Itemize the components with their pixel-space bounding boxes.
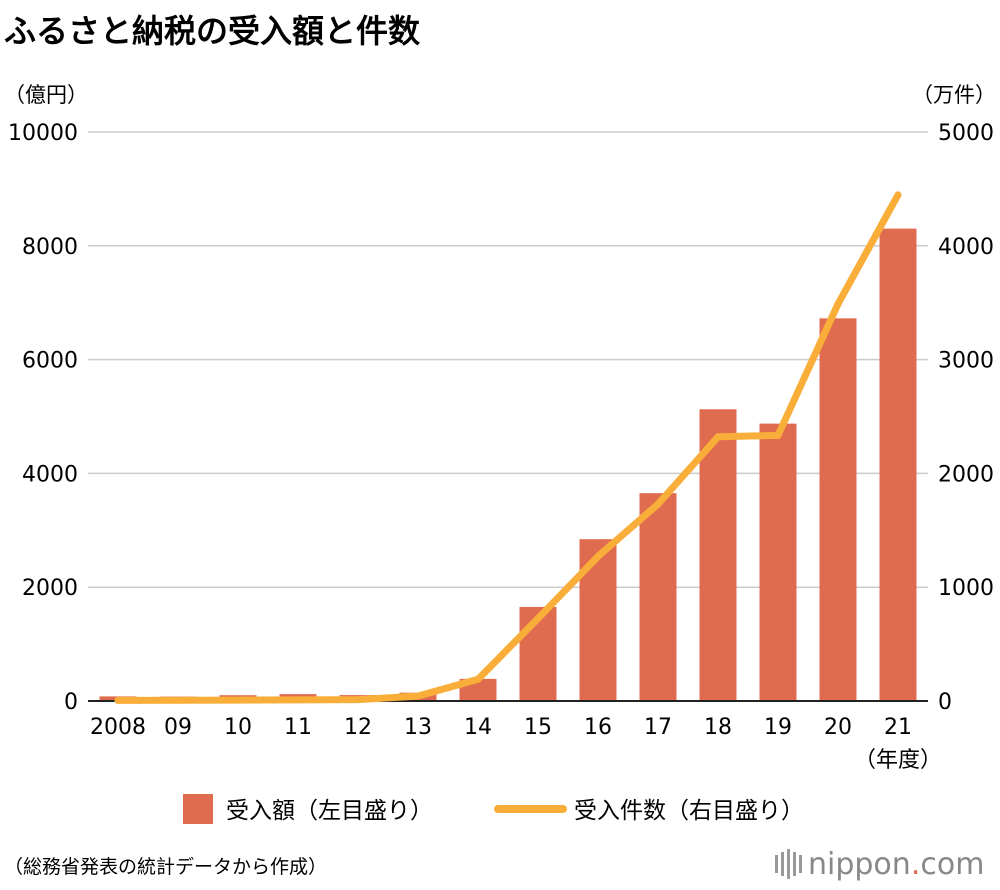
x-tick-label: 10 <box>224 715 252 740</box>
line-point-13 <box>414 692 422 700</box>
right-tick-label: 1000 <box>938 576 994 601</box>
bar-19 <box>759 423 797 701</box>
line-point-14 <box>474 675 482 683</box>
bar-series <box>99 228 917 701</box>
legend: 受入額（左目盛り） 受入件数（右目盛り） <box>183 794 804 824</box>
legend-bar-label: 受入額（左目盛り） <box>226 798 433 824</box>
right-axis-unit: （万件） <box>912 83 996 107</box>
line-point-11 <box>294 696 302 704</box>
source-note: （総務省発表の統計データから作成） <box>4 856 327 878</box>
line-point-15 <box>534 614 542 622</box>
line-series-path <box>114 191 902 704</box>
line-point-09 <box>174 696 182 704</box>
left-tick-label: 6000 <box>22 349 78 374</box>
x-axis-ticks: 2008 09 10 11 12 13 14 15 16 17 18 19 20 21 <box>90 715 912 740</box>
line-point-21 <box>894 191 902 199</box>
bar-20 <box>819 318 857 701</box>
left-tick-label: 0 <box>64 690 78 715</box>
line-point-20 <box>834 300 842 308</box>
right-axis-ticks: 0 1000 2000 3000 4000 5000 <box>938 121 994 715</box>
right-tick-label: 3000 <box>938 349 994 374</box>
x-tick-label: 11 <box>284 715 312 740</box>
x-tick-label: 17 <box>644 715 672 740</box>
left-tick-label: 2000 <box>22 576 78 601</box>
x-tick-label: 12 <box>344 715 372 740</box>
left-tick-label: 4000 <box>22 462 78 487</box>
x-tick-label: 18 <box>704 715 732 740</box>
line-point-10 <box>234 696 242 704</box>
line-point-17 <box>654 500 662 508</box>
right-tick-label: 5000 <box>938 121 994 146</box>
left-axis-ticks: 0 2000 4000 6000 8000 10000 <box>8 121 78 715</box>
line-point-2008 <box>114 696 122 704</box>
line-series <box>114 191 902 704</box>
right-tick-label: 0 <box>938 690 952 715</box>
x-tick-label: 09 <box>164 715 192 740</box>
x-tick-label: 15 <box>524 715 552 740</box>
logo-mark-icon <box>775 849 802 879</box>
bar-17 <box>639 493 677 701</box>
right-tick-label: 4000 <box>938 235 994 260</box>
logo-text: nippon.com <box>808 847 984 882</box>
x-tick-label: 14 <box>464 715 492 740</box>
line-point-12 <box>354 696 362 704</box>
line-point-19 <box>774 431 782 439</box>
x-tick-label: 19 <box>764 715 792 740</box>
x-tick-label: 2008 <box>90 715 146 740</box>
gridlines <box>88 131 928 588</box>
bar-16 <box>579 539 617 701</box>
x-tick-label: 20 <box>824 715 852 740</box>
left-tick-label: 10000 <box>8 121 78 146</box>
nippon-logo: nippon.com <box>775 847 984 882</box>
left-tick-label: 8000 <box>22 235 78 260</box>
x-tick-label: 13 <box>404 715 432 740</box>
chart-title: ふるさと納税の受入額と件数 <box>4 12 421 50</box>
right-tick-label: 2000 <box>938 462 994 487</box>
x-tick-label: 21 <box>884 715 912 740</box>
line-point-18 <box>714 433 722 441</box>
line-point-16 <box>594 552 602 560</box>
legend-line-label: 受入件数（右目盛り） <box>574 798 804 824</box>
bar-18 <box>699 409 737 701</box>
x-tick-label: 16 <box>584 715 612 740</box>
legend-bar-swatch <box>183 794 213 824</box>
bar-21 <box>879 228 917 701</box>
x-axis-unit: （年度） <box>854 748 942 773</box>
left-axis-unit: （億円） <box>4 83 88 107</box>
